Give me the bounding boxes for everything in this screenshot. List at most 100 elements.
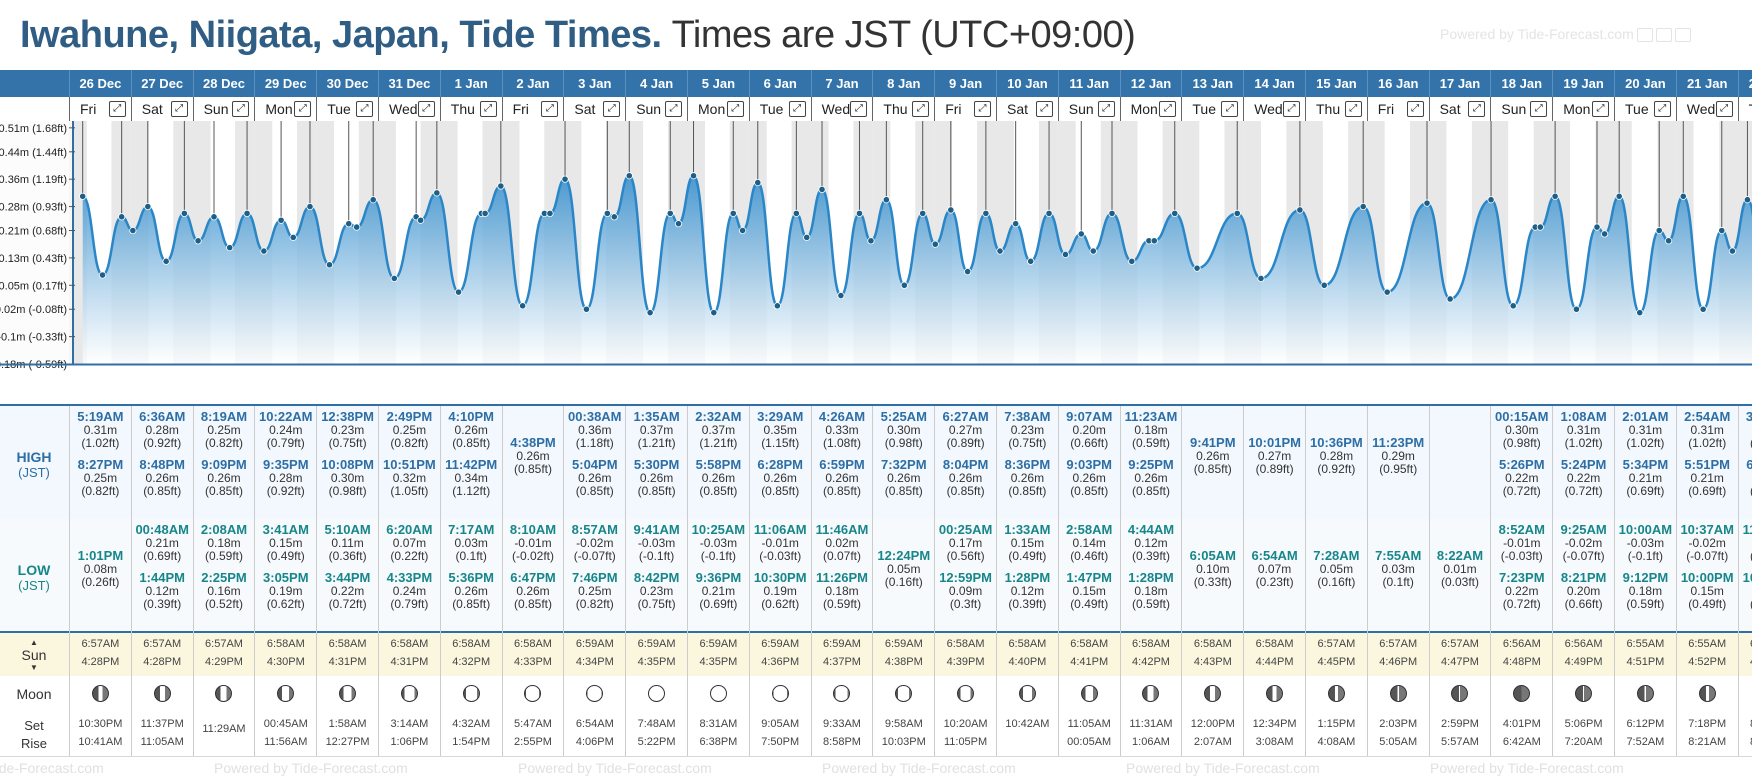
low-tide-entry: 2:58AM 0.14m (0.46ft) bbox=[1059, 523, 1120, 563]
low-tide-time: 8:10AM bbox=[509, 522, 557, 537]
sunset-time: 4:30PM bbox=[266, 656, 305, 668]
expand-icon[interactable]: ⤢ bbox=[1344, 101, 1362, 117]
moon-phase-icon bbox=[400, 685, 418, 702]
high-tide-height-m: 0.18m bbox=[1134, 423, 1168, 437]
weekday-label: Sun bbox=[1068, 101, 1094, 117]
tide-point bbox=[1655, 226, 1663, 235]
weekday-cell: Mon ⤢ bbox=[254, 97, 316, 121]
expand-icon[interactable]: ⤢ bbox=[664, 101, 682, 117]
low-tide-height-m: 0.23m bbox=[639, 584, 674, 598]
expand-icon[interactable]: ⤢ bbox=[1468, 101, 1486, 117]
expand-icon[interactable]: ⤢ bbox=[417, 101, 435, 117]
expand-icon[interactable]: ⤢ bbox=[603, 101, 621, 117]
date-cell: 15 Jan bbox=[1305, 70, 1367, 97]
moon-phase-icon bbox=[524, 685, 542, 702]
expand-icon[interactable]: ⤢ bbox=[1591, 101, 1609, 117]
low-tide-entry: 8:21PM 0.20m (0.66ft) bbox=[1553, 571, 1614, 611]
low-tide-height-ft: (0.39ft) bbox=[1008, 597, 1047, 611]
tide-point bbox=[646, 309, 654, 317]
moonset-time: 8:31AM bbox=[699, 718, 738, 730]
expand-icon[interactable]: ⤢ bbox=[1035, 101, 1053, 117]
low-tide-height-m: 0.15m bbox=[1072, 584, 1106, 598]
low-tide-time: 10:30PM bbox=[753, 570, 807, 585]
moon-set-rise-cell: 6:12PM 7:52AM bbox=[1614, 712, 1676, 756]
moon-phase-icon bbox=[1327, 685, 1345, 702]
expand-icon[interactable]: ⤢ bbox=[850, 101, 868, 117]
expand-icon[interactable]: ⤢ bbox=[726, 101, 744, 117]
low-tide-time: 6:54AM bbox=[1251, 548, 1298, 563]
tide-point bbox=[144, 202, 152, 211]
expand-icon[interactable]: ⤢ bbox=[788, 101, 806, 117]
low-tide-time: 9:41AM bbox=[633, 522, 680, 537]
expand-icon[interactable]: ⤢ bbox=[1653, 101, 1671, 117]
tide-point bbox=[1128, 257, 1136, 265]
weekday-cell: Fri ⤢ bbox=[934, 97, 996, 121]
low-tide-height-m: 0.03m bbox=[454, 536, 488, 550]
expand-icon[interactable]: ⤢ bbox=[170, 101, 188, 117]
low-tide-height-ft: (0.46ft) bbox=[1070, 549, 1109, 563]
low-tide-time: 5:10AM bbox=[324, 522, 371, 537]
weekday-cell: Tue ⤢ bbox=[1614, 97, 1676, 121]
high-tide-entry: 7:38AM 0.23m (0.75ft) bbox=[997, 410, 1058, 450]
sunset-time: 4:32PM bbox=[452, 656, 491, 668]
high-tide-time: 6:28PM bbox=[757, 457, 803, 472]
expand-icon[interactable]: ⤢ bbox=[1097, 101, 1115, 117]
low-tide-time: 12:59PM bbox=[939, 570, 992, 585]
date-cell: 22 Jan bbox=[1737, 70, 1752, 97]
high-tide-entry: 5:25AM 0.30m (0.98ft) bbox=[873, 410, 934, 450]
moon-set-rise-cell: 10:30PM 10:41AM bbox=[69, 712, 131, 756]
low-tide-height-ft: (0.66ft) bbox=[1564, 597, 1603, 611]
expand-icon[interactable]: ⤢ bbox=[108, 101, 126, 117]
sun-cell: 6:58AM 4:32PM bbox=[439, 632, 502, 676]
sunrise-time: 6:58AM bbox=[266, 638, 305, 650]
low-tide-height-m: 0.24m bbox=[392, 584, 427, 598]
low-tide-height-ft: (-0.07ft) bbox=[1562, 549, 1605, 563]
expand-icon[interactable]: ⤢ bbox=[294, 101, 312, 117]
date-cell: 18 Jan bbox=[1490, 70, 1552, 97]
high-tide-entry: 5:26PM 0.22m (0.72ft) bbox=[1491, 458, 1552, 498]
low-tide-height-ft: (0.22ft) bbox=[390, 549, 429, 563]
low-tide-height-ft: (0.07ft) bbox=[822, 549, 861, 563]
tide-point bbox=[900, 281, 908, 289]
low-tide-height-m: 0.05m bbox=[1319, 562, 1354, 576]
low-tide-height-ft: (0.36ft) bbox=[328, 549, 367, 563]
expand-icon[interactable]: ⤢ bbox=[1159, 101, 1177, 117]
tide-point bbox=[1679, 192, 1687, 200]
low-tide-height-ft: (0.00ft) bbox=[1739, 550, 1752, 563]
expand-icon[interactable]: ⤢ bbox=[479, 101, 497, 117]
low-tide-height-ft: (-0.03ft) bbox=[759, 549, 802, 563]
expand-icon[interactable]: ⤢ bbox=[232, 101, 250, 117]
moon-cell bbox=[1428, 676, 1491, 712]
moon-set-rise-cell: 11:37PM 11:05AM bbox=[130, 712, 193, 756]
tide-point bbox=[1257, 274, 1265, 283]
expand-icon[interactable]: ⤢ bbox=[1406, 101, 1424, 117]
moon-phase-icon bbox=[833, 685, 851, 702]
sunset-time: 4:43PM bbox=[1193, 656, 1232, 668]
tide-point bbox=[98, 271, 107, 279]
date-cell: 13 Jan bbox=[1181, 70, 1243, 97]
expand-icon[interactable]: ⤢ bbox=[355, 101, 373, 117]
weekday-label: Mon bbox=[265, 101, 293, 117]
expand-icon[interactable]: ⤢ bbox=[1282, 101, 1300, 117]
weekday-label: Sun bbox=[636, 101, 662, 117]
y-tick-label: -0.02m (-0.08ft) bbox=[0, 304, 67, 316]
tide-point bbox=[1601, 230, 1609, 238]
expand-icon[interactable]: ⤢ bbox=[1221, 101, 1239, 117]
expand-icon[interactable]: ⤢ bbox=[973, 101, 991, 117]
high-tide-height-ft: (0.85ft) bbox=[1008, 484, 1047, 498]
expand-icon[interactable]: ⤢ bbox=[1715, 101, 1733, 117]
high-tide-height-ft: (0.72ft) bbox=[1502, 484, 1541, 498]
weekday-cell: Tue ⤢ bbox=[316, 97, 378, 121]
high-tide-time: 8:19AM bbox=[200, 409, 248, 424]
expand-icon[interactable]: ⤢ bbox=[912, 101, 930, 117]
high-tide-entry: 3:29AM 0.35m (1.15ft) bbox=[750, 410, 811, 450]
weekday-cell: Sun ⤢ bbox=[625, 97, 687, 121]
expand-icon[interactable]: ⤢ bbox=[541, 101, 559, 117]
low-tide-entry: 1:44PM 0.12m (0.39ft) bbox=[132, 571, 193, 611]
high-tide-height-m: 0.37m bbox=[639, 423, 674, 437]
high-tide-height-ft: (0.85ft) bbox=[575, 484, 614, 498]
high-label-title: HIGH bbox=[16, 448, 52, 465]
sunrise-time: 6:57AM bbox=[81, 638, 120, 650]
expand-icon[interactable]: ⤢ bbox=[1530, 101, 1548, 117]
high-tide-entry: 4:26AM 0.33m (1.08ft) bbox=[812, 410, 873, 450]
